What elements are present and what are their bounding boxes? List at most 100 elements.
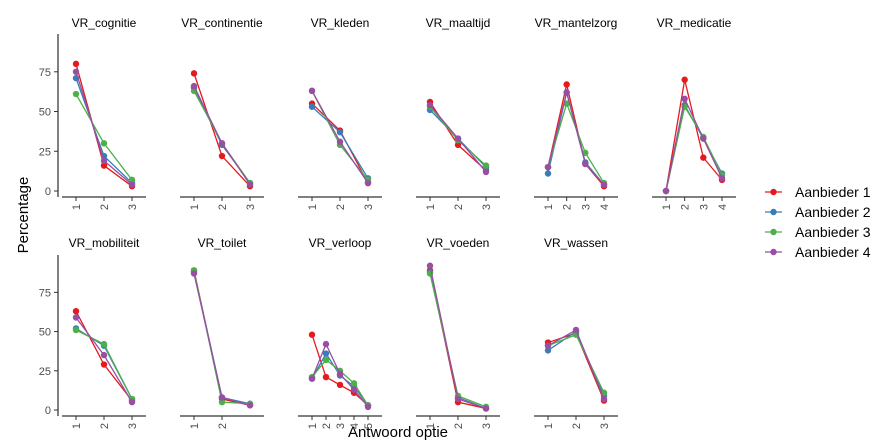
panel-vr-toilet: VR_toilet 1 2 (180, 236, 264, 429)
data-point (336, 138, 344, 145)
panel-vr-cognitie: VR_cognitie 0 25 50 75 1 2 3 (39, 16, 146, 210)
y-tick-label: 50 (39, 107, 51, 119)
panel-title: VR_toilet (198, 236, 247, 250)
series-line-3 (429, 273, 487, 408)
legend-key-point (770, 188, 777, 196)
y-tick-label: 75 (39, 67, 51, 79)
legend-key-point (770, 208, 777, 216)
panel-title: VR_verloop (309, 236, 372, 250)
data-point (600, 395, 608, 403)
series-line-2 (193, 271, 251, 405)
y-tick-label: 25 (39, 366, 51, 378)
x-tick-label: 1 (425, 423, 437, 429)
x-tick-label: 3 (599, 423, 611, 429)
data-point (190, 70, 198, 77)
legend-key-point (770, 228, 777, 236)
x-tick-label: 1 (543, 204, 555, 210)
x-tick-label: 1 (543, 423, 555, 429)
series-line-3 (547, 333, 605, 394)
data-point (128, 398, 136, 406)
x-tick-label: 3 (481, 423, 493, 429)
x-tick-label: 5 (363, 423, 375, 429)
x-tick-label: 3 (363, 204, 375, 210)
data-point (582, 149, 589, 157)
data-point (100, 351, 108, 359)
panel-vr-wassen: VR_wassen 1 2 3 (534, 236, 618, 429)
y-axis-title: Percentage (15, 177, 32, 254)
data-point (218, 398, 226, 406)
x-tick-label: 3 (335, 423, 347, 429)
panel-title: VR_medicatie (657, 16, 732, 30)
panel-title: VR_mantelzorg (535, 16, 618, 30)
x-tick-label: 3 (580, 204, 592, 210)
data-point (100, 361, 108, 368)
x-tick-label: 1 (307, 204, 319, 210)
x-tick-label: 2 (335, 204, 347, 210)
panel-vr-medicatie: VR_medicatie 1 2 3 4 (652, 16, 736, 210)
data-point (600, 181, 608, 188)
data-point (544, 347, 552, 354)
series-line-4 (665, 96, 723, 192)
data-point (308, 375, 316, 382)
x-tick-label: 1 (425, 204, 437, 210)
x-tick-label: 2 (453, 423, 465, 429)
y-tick-label: 50 (39, 327, 51, 339)
x-tick-label: 1 (189, 204, 201, 210)
legend: Aanbieder 1 Aanbieder 2 Aanbieder 3 Aanbied… (765, 184, 871, 260)
data-point (350, 386, 358, 393)
panel-title: VR_maaltijd (426, 16, 491, 30)
data-point (72, 90, 80, 98)
y-tick-label: 25 (39, 146, 51, 158)
data-point (336, 128, 344, 136)
series-line-1 (193, 270, 251, 406)
data-point (308, 103, 316, 110)
data-point (454, 135, 462, 142)
series-line-3 (193, 270, 251, 405)
series-line-3 (547, 101, 605, 184)
series-line-3 (665, 105, 723, 192)
x-tick-label: 3 (698, 204, 710, 210)
panel-title: VR_kleden (311, 16, 370, 30)
panel-title: VR_wassen (544, 236, 608, 250)
panel-vr-voeden: VR_voeden 1 2 3 (416, 236, 500, 429)
x-tick-label: 1 (71, 423, 83, 429)
data-point (454, 141, 462, 149)
data-point (322, 340, 330, 348)
data-point (718, 175, 726, 182)
series-line-2 (429, 271, 487, 410)
series-line-4 (429, 265, 487, 410)
x-tick-label: 4 (599, 204, 611, 210)
data-point (128, 181, 136, 188)
data-point (544, 170, 552, 177)
x-tick-label: 2 (571, 423, 583, 429)
data-point (218, 152, 226, 160)
panel-vr-continentie: VR_continentie 1 2 3 (180, 16, 264, 210)
x-tick-label: 3 (245, 204, 257, 210)
data-point (563, 100, 570, 107)
x-tick-label: 2 (217, 204, 229, 210)
data-point (100, 157, 108, 164)
data-point (563, 89, 570, 96)
series-line-1 (547, 332, 605, 401)
x-tick-label: 4 (717, 204, 729, 210)
data-point (544, 163, 552, 171)
data-point (681, 76, 688, 83)
legend-label: Aanbieder 2 (795, 204, 871, 220)
x-tick-label: 2 (453, 204, 465, 210)
series-line-1 (429, 270, 487, 410)
y-tick-label: 0 (45, 186, 51, 198)
panel-title: VR_mobiliteit (69, 236, 140, 250)
data-point (218, 140, 226, 147)
data-point (482, 405, 490, 412)
data-point (700, 154, 707, 161)
data-point (308, 87, 316, 95)
x-tick-label: 2 (680, 204, 692, 210)
x-tick-label: 3 (127, 204, 139, 210)
data-point (426, 262, 434, 269)
data-point (700, 135, 707, 142)
data-point (246, 402, 254, 409)
panel-title: VR_voeden (427, 236, 490, 250)
data-point (482, 162, 490, 169)
data-point (482, 168, 490, 176)
